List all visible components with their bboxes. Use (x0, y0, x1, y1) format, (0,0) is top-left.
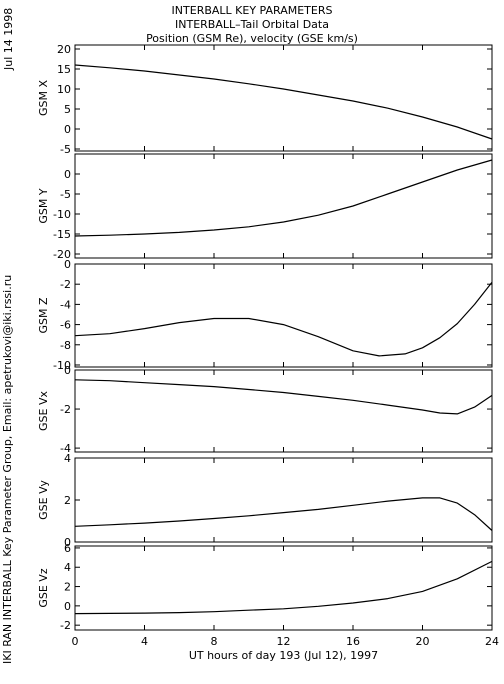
y-tick-label: 4 (64, 452, 71, 465)
y-tick-label: 0 (64, 258, 71, 271)
y-tick-label: 20 (57, 43, 71, 56)
y-tick-label: 0 (64, 364, 71, 377)
y-axis-label: GSM Z (37, 297, 50, 333)
x-tick-label: 20 (416, 635, 430, 648)
y-tick-label: 5 (64, 103, 71, 116)
series-line (74, 159, 493, 237)
y-tick-label: -10 (53, 208, 71, 221)
x-tick-label: 16 (346, 635, 360, 648)
y-tick-label: 0 (64, 536, 71, 549)
y-tick-label: 0 (64, 600, 71, 613)
series-line (74, 560, 493, 615)
y-tick-label: -6 (60, 319, 71, 332)
x-tick-label: 0 (72, 635, 79, 648)
y-tick-label: -8 (60, 339, 71, 352)
chart-title: INTERBALL KEY PARAMETERS (171, 4, 333, 17)
x-axis-label: UT hours of day 193 (Jul 12), 1997 (189, 649, 378, 662)
y-axis-label: GSE Vz (37, 568, 50, 607)
y-tick-label: 15 (57, 63, 71, 76)
x-tick-label: 12 (277, 635, 291, 648)
y-tick-label: 2 (64, 581, 71, 594)
y-axis-label: GSM Y (37, 188, 50, 223)
x-tick-label: 24 (485, 635, 499, 648)
chart-subtitle-2: Position (GSM Re), velocity (GSE km/s) (146, 32, 358, 45)
y-tick-label: -10 (53, 359, 71, 372)
panel-frame (74, 545, 493, 631)
y-tick-label: -5 (60, 143, 71, 156)
y-tick-label: 0 (64, 123, 71, 136)
panel-frame (74, 263, 493, 368)
chart-subtitle: INTERBALL–Tail Orbital Data (175, 18, 329, 31)
x-tick-label: 4 (141, 635, 148, 648)
y-tick-label: -2 (60, 278, 71, 291)
y-tick-label: -2 (60, 403, 71, 416)
y-tick-label: -15 (53, 228, 71, 241)
y-axis-label: GSE Vx (37, 391, 50, 431)
y-tick-label: 0 (64, 168, 71, 181)
y-tick-label: -20 (53, 248, 71, 261)
y-tick-label: -2 (60, 619, 71, 632)
x-tick-label: 8 (211, 635, 218, 648)
series-line (74, 497, 493, 531)
y-tick-label: 10 (57, 83, 71, 96)
y-tick-label: -5 (60, 188, 71, 201)
y-axis-label: GSM X (37, 80, 50, 116)
panel-frame (74, 153, 493, 259)
panel-frame (74, 457, 493, 543)
y-tick-label: 6 (64, 542, 71, 555)
series-line (74, 281, 493, 357)
series-line (74, 379, 493, 415)
series-line (74, 64, 493, 140)
y-tick-label: 4 (64, 561, 71, 574)
panel-frame (74, 44, 493, 152)
y-tick-label: -4 (60, 298, 71, 311)
y-tick-label: 2 (64, 494, 71, 507)
y-axis-label: GSE Vy (37, 480, 50, 520)
y-tick-label: -4 (60, 442, 71, 455)
